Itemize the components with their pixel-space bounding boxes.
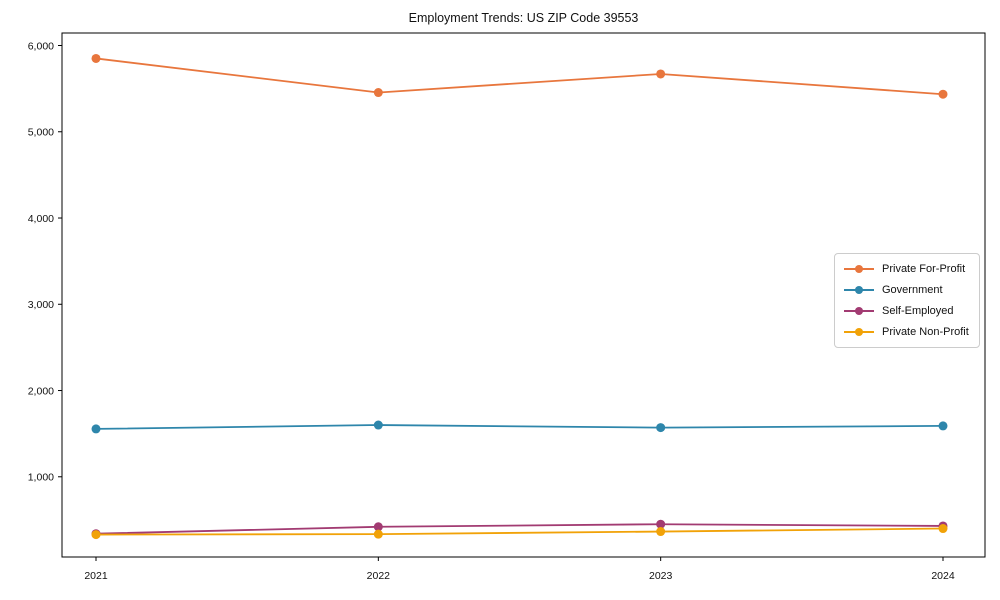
legend-marker-icon — [855, 328, 863, 336]
series-line-government — [95, 424, 944, 430]
data-point-private-for-profit-2022 — [373, 88, 383, 98]
y-tick-label: 6,000 — [28, 40, 54, 52]
legend-label: Government — [882, 284, 943, 296]
legend-marker-icon — [855, 307, 863, 315]
legend-swatch-self-employed — [844, 306, 874, 316]
series-line-private-non-profit — [95, 527, 944, 536]
x-tick-label: 2024 — [931, 570, 955, 582]
series-line-self-employed — [95, 523, 944, 535]
y-tick-label: 2,000 — [28, 385, 54, 397]
y-tick-label: 1,000 — [28, 472, 54, 484]
data-point-self-employed-2022 — [373, 522, 383, 532]
data-point-government-2022 — [373, 420, 383, 430]
data-point-private-non-profit-2021 — [91, 530, 101, 540]
legend-swatch-private-for-profit — [844, 264, 874, 274]
chart-title: Employment Trends: US ZIP Code 39553 — [408, 11, 639, 25]
x-tick-label: 2023 — [649, 570, 673, 582]
legend: Private For-Profit Government Self-Employe… — [834, 253, 980, 348]
data-point-private-non-profit-2024 — [938, 524, 948, 534]
y-tick-label: 5,000 — [28, 127, 54, 139]
y-tick-label: 3,000 — [28, 299, 54, 311]
series-line-private-for-profit — [95, 57, 944, 96]
data-point-private-non-profit-2023 — [656, 527, 666, 537]
legend-label: Private For-Profit — [882, 263, 966, 275]
data-point-private-for-profit-2023 — [656, 69, 666, 79]
y-tick-label: 4,000 — [28, 213, 54, 225]
legend-item-self-employed: Self-Employed — [844, 303, 969, 319]
legend-marker-icon — [855, 265, 863, 273]
data-point-self-employed-2023 — [656, 519, 666, 529]
data-point-government-2021 — [91, 424, 101, 434]
legend-swatch-private-non-profit — [844, 327, 874, 337]
legend-item-private-for-profit: Private For-Profit — [844, 261, 969, 277]
x-tick-label: 2022 — [367, 570, 391, 582]
legend-label: Self-Employed — [882, 305, 954, 317]
axes-frame — [61, 32, 986, 558]
legend-item-government: Government — [844, 282, 969, 298]
legend-label: Private Non-Profit — [882, 326, 969, 338]
data-point-government-2024 — [938, 421, 948, 431]
data-point-private-non-profit-2022 — [373, 529, 383, 539]
legend-swatch-government — [844, 285, 874, 295]
legend-marker-icon — [855, 286, 863, 294]
x-tick-label: 2021 — [84, 570, 108, 582]
data-point-government-2023 — [656, 423, 666, 433]
data-point-private-for-profit-2021 — [91, 53, 101, 63]
legend-item-private-non-profit: Private Non-Profit — [844, 324, 969, 340]
data-point-private-for-profit-2024 — [938, 89, 948, 99]
